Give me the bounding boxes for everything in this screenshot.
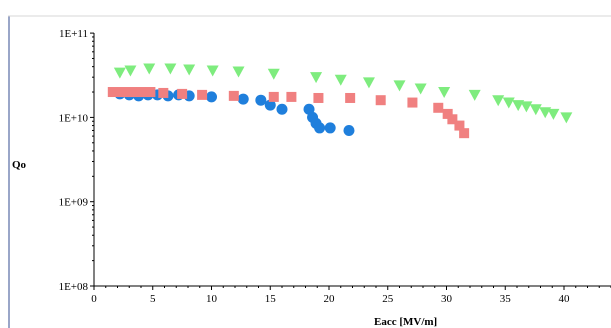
data-point-square <box>136 87 146 98</box>
data-point-circle <box>206 91 217 103</box>
data-point-triangle <box>164 63 177 75</box>
data-point-circle <box>343 124 355 136</box>
data-point-triangle <box>124 65 137 77</box>
data-point-square <box>228 90 239 101</box>
x-tick-label: 5 <box>150 293 156 305</box>
x-tick-label: 40 <box>559 293 571 305</box>
y-axis-title: Qo <box>12 159 27 171</box>
x-axis-title: Eacc [MV/m] <box>374 316 437 328</box>
data-point-square <box>145 87 156 98</box>
data-point-square <box>454 120 465 131</box>
data-point-square <box>459 128 470 139</box>
data-point-square <box>117 87 128 98</box>
data-point-triangle <box>560 112 573 124</box>
data-point-circle <box>276 103 288 115</box>
data-point-triangle <box>547 108 560 120</box>
data-point-triangle <box>143 63 156 75</box>
data-point-square <box>126 87 137 98</box>
data-point-triangle <box>492 95 505 107</box>
data-point-triangle <box>520 101 533 113</box>
data-point-triangle <box>267 68 280 80</box>
data-point-triangle <box>183 64 196 76</box>
x-tick-label: 20 <box>324 293 336 305</box>
data-point-square <box>433 102 444 113</box>
data-point-circle <box>237 93 249 105</box>
data-point-square <box>447 114 458 125</box>
data-point-square <box>197 89 208 100</box>
data-point-triangle <box>414 83 427 95</box>
x-tick-label: 25 <box>382 293 394 305</box>
data-point-triangle <box>468 89 481 101</box>
data-point-square <box>268 91 279 102</box>
y-tick-label: 1E+11 <box>59 28 88 40</box>
data-point-circle <box>324 122 336 134</box>
data-point-square <box>375 95 386 106</box>
data-point-triangle <box>502 97 515 109</box>
data-point-square <box>313 92 324 103</box>
x-tick-label: 10 <box>206 293 218 305</box>
data-point-triangle <box>206 65 219 77</box>
data-point-square <box>345 92 356 103</box>
data-point-triangle <box>113 67 126 79</box>
x-tick-label: 15 <box>265 293 277 305</box>
data-point-square <box>286 91 297 102</box>
data-point-square <box>407 97 418 108</box>
data-point-square <box>107 87 118 98</box>
data-point-square <box>442 108 453 119</box>
data-point-square <box>177 88 188 99</box>
y-tick-label: 1E+10 <box>59 112 89 124</box>
y-tick-label: 1E+08 <box>59 281 89 293</box>
data-point-triangle <box>334 74 347 86</box>
data-point-circle <box>255 94 267 106</box>
x-tick-label: 30 <box>441 293 453 305</box>
y-tick-label: 1E+09 <box>59 197 89 209</box>
data-point-triangle <box>362 77 375 89</box>
data-point-circle <box>264 99 276 111</box>
x-tick-label: 35 <box>500 293 512 305</box>
data-point-triangle <box>438 87 451 99</box>
data-point-circle <box>314 122 326 134</box>
x-tick-label: 0 <box>91 293 97 305</box>
data-point-triangle <box>393 80 406 92</box>
data-point-square <box>158 87 169 98</box>
data-point-triangle <box>232 66 245 78</box>
data-point-triangle <box>310 72 323 84</box>
data-point-triangle <box>529 104 542 116</box>
